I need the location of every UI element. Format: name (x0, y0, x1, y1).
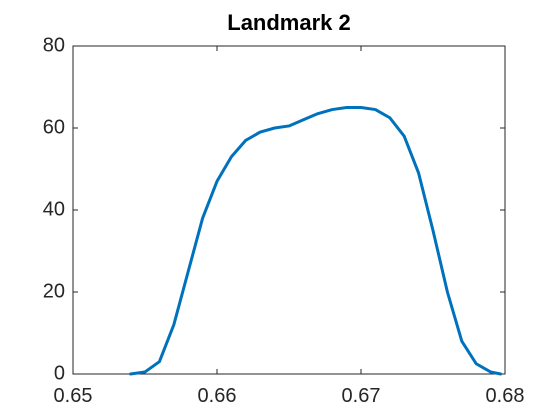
y-tick-label: 80 (43, 34, 65, 56)
y-tick-label: 40 (43, 198, 65, 220)
chart-title: Landmark 2 (227, 10, 351, 35)
x-tick-label: 0.67 (342, 385, 381, 407)
y-tick-label: 60 (43, 116, 65, 138)
x-tick-label: 0.65 (54, 385, 93, 407)
y-tick-label: 0 (54, 362, 65, 384)
line (129, 106, 503, 376)
x-tick-label: 0.68 (486, 385, 525, 407)
x-tick-label: 0.66 (198, 385, 237, 407)
y-tick-label: 20 (43, 280, 65, 302)
